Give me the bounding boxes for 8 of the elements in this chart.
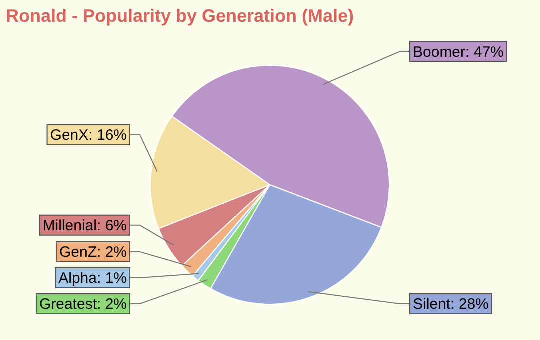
slice-label: Greatest: 2% <box>39 296 128 314</box>
slice-label: Millenial: 6% <box>42 218 128 235</box>
slice-label: GenZ: 2% <box>59 244 127 262</box>
slice-label: Silent: 28% <box>413 296 489 314</box>
slice-label: Alpha: 1% <box>58 270 128 288</box>
chart-title: Ronald - Popularity by Generation (Male) <box>6 6 354 27</box>
slice-label: Boomer: 47% <box>413 44 504 61</box>
slice-label: GenX: 16% <box>50 127 128 144</box>
